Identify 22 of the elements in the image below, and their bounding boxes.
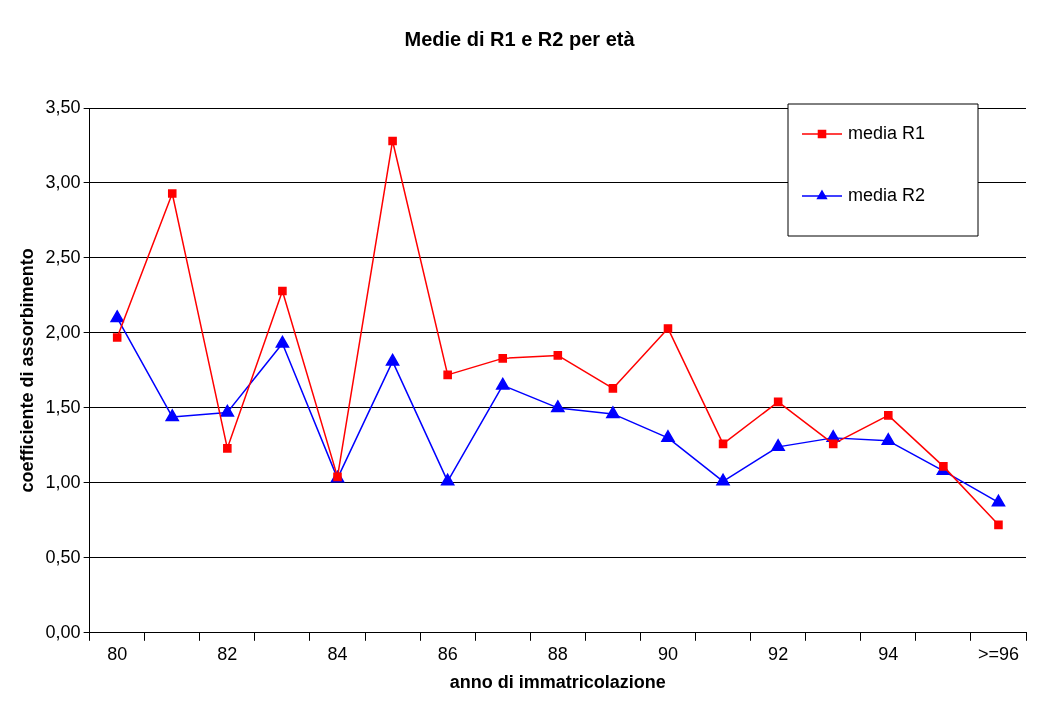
x-tick-label: 84 [327, 643, 348, 664]
y-tick-label: 0,00 [45, 621, 81, 642]
y-tick-label: 3,00 [45, 171, 81, 192]
y-tick-label: 1,00 [45, 471, 81, 492]
x-tick-label: 88 [547, 643, 568, 664]
y-tick-label: 3,50 [45, 96, 81, 117]
x-tick-label: 94 [878, 643, 899, 664]
x-tick-label: 80 [107, 643, 128, 664]
y-axis-title: coefficiente di assorbimento [16, 248, 37, 493]
y-tick-label: 2,00 [45, 321, 81, 342]
x-tick-label: 82 [217, 643, 238, 664]
y-tick-label: 2,50 [45, 246, 81, 267]
x-tick-label: 86 [437, 643, 458, 664]
x-tick-label: 92 [768, 643, 789, 664]
x-tick-label: >=96 [977, 643, 1019, 664]
chart-title: Medie di R1 e R2 per età [404, 27, 636, 50]
legend-label: media R2 [848, 184, 926, 205]
x-axis-title: anno di immatricolazione [449, 672, 666, 693]
y-tick-label: 0,50 [45, 546, 81, 567]
x-tick-label: 90 [657, 643, 678, 664]
y-tick-label: 1,50 [45, 396, 81, 417]
legend-label: media R1 [848, 122, 926, 143]
